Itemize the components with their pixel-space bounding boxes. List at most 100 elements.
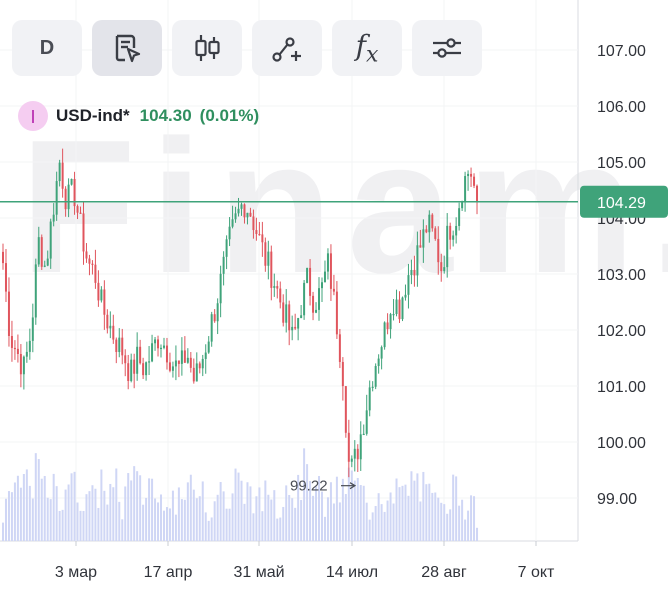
candle-down (2, 251, 4, 264)
volume-bar (288, 494, 291, 541)
candle-up (350, 458, 353, 462)
candle-up (458, 208, 461, 226)
interval-button[interactable]: D (12, 20, 82, 76)
candle-down (76, 206, 79, 213)
volume-bar (377, 493, 380, 541)
volume-bar (151, 478, 154, 541)
settings-button[interactable] (412, 20, 482, 76)
candle-down (431, 214, 434, 229)
candle-up (300, 315, 303, 319)
volume-bar (270, 499, 273, 541)
candle-down (288, 304, 291, 331)
volume-bar (461, 499, 464, 541)
volume-bar (362, 485, 365, 541)
volume-bar (165, 507, 168, 541)
volume-bar (189, 474, 192, 541)
volume-bar (404, 484, 407, 541)
volume-bar (449, 509, 452, 541)
candle-up (401, 297, 404, 320)
volume-bar (10, 492, 13, 541)
candle-up (273, 286, 276, 288)
candle-up (359, 434, 362, 460)
volume-bar (440, 502, 443, 541)
volume-bar (130, 480, 133, 541)
volume-bar (267, 494, 270, 541)
volume-bar (16, 475, 19, 541)
volume-bar (198, 496, 201, 541)
chart-type-button[interactable] (92, 20, 162, 76)
volume-bar (473, 496, 476, 541)
candle-up (323, 271, 326, 283)
volume-bar (115, 468, 118, 541)
indicators-button[interactable]: fx (332, 20, 402, 76)
candle-up (25, 351, 28, 357)
volume-bar (285, 485, 288, 541)
candle-down (264, 242, 267, 266)
volume-bar (4, 498, 7, 541)
candle-up (67, 184, 70, 210)
candle-down (16, 348, 19, 354)
volume-bar (180, 499, 183, 541)
volume-bar (255, 496, 258, 541)
candle-down (437, 238, 440, 263)
candle-up (70, 178, 73, 185)
volume-bar (380, 504, 383, 541)
volume-bar (177, 487, 180, 541)
volume-bar (213, 501, 216, 541)
low-price-label: 99.22 (290, 478, 328, 495)
volume-bar (443, 504, 446, 541)
candle-up (136, 346, 139, 374)
volume-bar (34, 453, 37, 541)
volume-bar (237, 472, 240, 541)
volume-bar (162, 510, 165, 541)
volume-bar (243, 503, 246, 541)
volume-bar (419, 501, 422, 541)
candle-down (347, 432, 350, 462)
candle-up (392, 314, 395, 316)
candle-down (213, 314, 216, 322)
volume-bar (70, 473, 73, 541)
x-tick-label: 28 авг (421, 564, 467, 581)
volume-bar (416, 473, 419, 541)
volume-bar (347, 467, 350, 541)
volume-bar (374, 505, 377, 541)
volume-bar (37, 459, 40, 541)
low-price-arrowhead (349, 482, 357, 490)
x-tick-label: 3 мар (55, 564, 97, 581)
candle-down (40, 237, 43, 267)
volume-bar (422, 471, 425, 541)
candle-up (207, 341, 210, 353)
volume-bar (225, 508, 228, 541)
candle-up (422, 229, 425, 248)
volume-bar (386, 500, 389, 541)
candle-up (37, 237, 40, 265)
candlestick-icon (195, 35, 220, 61)
volume-bar (73, 471, 76, 541)
volume-bar (365, 502, 368, 541)
candle-up (180, 350, 183, 364)
candles (2, 148, 479, 478)
volume-bar (279, 517, 282, 541)
candle-down (440, 262, 443, 272)
candles-button[interactable] (172, 20, 242, 76)
volume-bar (306, 464, 309, 541)
volume-bar (7, 491, 10, 541)
volume-bar (431, 492, 434, 541)
volume-bar (31, 498, 34, 541)
volume-bar (246, 482, 249, 541)
candle-up (160, 347, 163, 350)
volume-bar (252, 513, 255, 541)
volume-bar (103, 490, 106, 541)
candle-down (139, 346, 142, 364)
series-indicator-icon[interactable] (18, 101, 48, 131)
volume-bar (338, 502, 341, 541)
drawing-button[interactable] (252, 20, 322, 76)
volume-bar (142, 504, 145, 541)
candle-up (285, 304, 288, 323)
volume-bar (210, 517, 213, 541)
candle-down (7, 291, 10, 336)
volume-bar (139, 475, 142, 541)
volume-bar (371, 512, 374, 541)
volume-bar (329, 482, 332, 541)
